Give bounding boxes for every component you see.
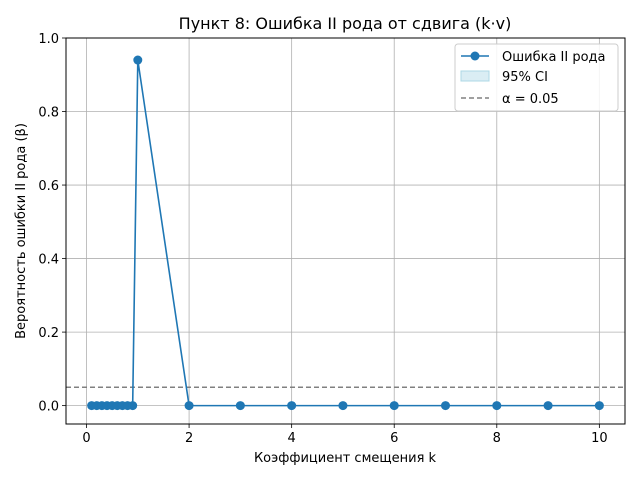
- y-tick-label: 0.6: [38, 179, 59, 194]
- y-tick-label: 0.0: [38, 400, 59, 415]
- y-tick-label: 0.4: [38, 253, 59, 268]
- legend-swatch-ci: [460, 70, 490, 82]
- x-tick-label: 10: [591, 431, 608, 446]
- ticks: 0 2 4 6 8 10 0.0 0.2 0.4 0.6 0.8 1.0: [38, 32, 607, 446]
- x-tick-label: 6: [390, 431, 398, 446]
- data-point: [441, 401, 451, 411]
- legend: Ошибка II рода 95% CI α = 0.05: [454, 43, 619, 112]
- data-point: [287, 401, 297, 411]
- data-point: [184, 401, 194, 411]
- y-tick-label: 0.8: [38, 106, 59, 121]
- legend-marker-series: [470, 51, 480, 61]
- legend-box: [454, 43, 619, 112]
- y-tick-label: 1.0: [38, 32, 59, 47]
- legend-label-series: Ошибка II рода: [502, 50, 606, 65]
- y-axis-label: Вероятность ошибки II рода (β): [14, 123, 29, 339]
- series-layer: [87, 55, 604, 411]
- x-tick-label: 0: [82, 431, 90, 446]
- data-point: [133, 55, 143, 65]
- y-tick-label: 0.2: [38, 326, 59, 341]
- data-point: [338, 401, 348, 411]
- x-axis-label: Коэффициент смещения k: [254, 451, 437, 466]
- data-point: [235, 401, 245, 411]
- data-point: [594, 401, 604, 411]
- legend-label-alpha: α = 0.05: [502, 92, 559, 107]
- x-tick-label: 2: [185, 431, 193, 446]
- grid: [66, 37, 625, 424]
- legend-label-ci: 95% CI: [502, 70, 548, 85]
- data-point: [543, 401, 553, 411]
- data-point: [389, 401, 399, 411]
- plot-frame: [65, 37, 626, 425]
- data-point: [492, 401, 502, 411]
- chart-title: Пункт 8: Ошибка II рода от сдвига (k·v): [179, 14, 512, 33]
- x-tick-label: 8: [493, 431, 501, 446]
- x-tick-label: 4: [288, 431, 296, 446]
- data-point: [128, 401, 138, 411]
